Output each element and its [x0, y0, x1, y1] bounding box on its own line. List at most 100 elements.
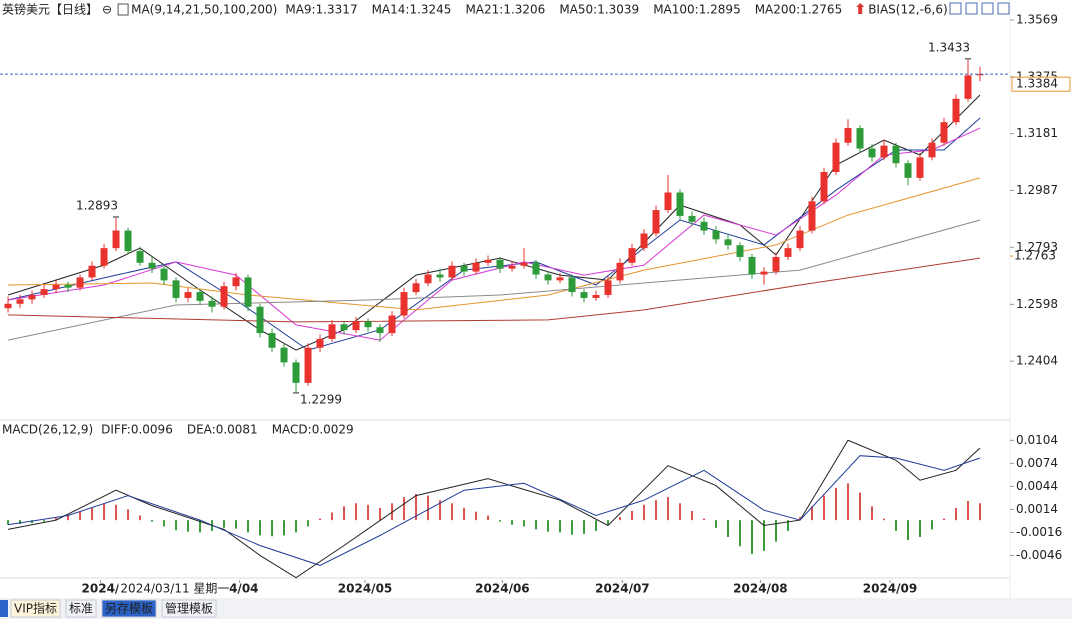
tab-label[interactable]: 管理模板 [165, 601, 213, 616]
tab-label[interactable]: VIP指标 [14, 601, 57, 616]
macd-bar [247, 520, 250, 533]
legend-entry: MA21:1.3206 [465, 3, 545, 17]
y-tick-label: 0.0104 [1016, 433, 1058, 447]
y-tick-label: 1.3181 [1016, 126, 1058, 140]
candle-body [832, 142, 840, 172]
icon[interactable] [965, 2, 978, 15]
period: 【日线】 [50, 3, 98, 17]
candle-body [220, 286, 228, 307]
candle-body [304, 347, 312, 383]
macd-bar [7, 520, 10, 525]
macd-bar [223, 520, 226, 528]
candle-body [892, 145, 900, 164]
candle-body [712, 230, 720, 240]
macd-bar [55, 517, 58, 521]
toolbar-tab[interactable]: 标准 [65, 599, 97, 618]
y-tick-label: 1.3569 [1016, 13, 1058, 27]
candle-body [964, 75, 972, 99]
candle-body [184, 292, 192, 298]
window-icons[interactable] [949, 2, 1010, 15]
candle-body [388, 315, 396, 334]
candle-body [88, 265, 96, 278]
y-tick-label: 0.0074 [1016, 456, 1058, 470]
x-tick-label: 2024/09 [863, 582, 917, 596]
candle-body [64, 284, 72, 288]
candle-body [976, 74, 984, 76]
ma-line [7, 94, 981, 351]
macd-bar [307, 520, 310, 527]
candle-body [520, 262, 528, 266]
toggle: ⊖ [102, 3, 112, 17]
icon[interactable] [949, 2, 962, 15]
toolbar-handle[interactable] [0, 600, 8, 617]
candle-body [868, 148, 876, 158]
indicator-title: MA(9,14,21,50,100,200) [131, 3, 277, 17]
macd-bar [907, 520, 910, 541]
tab-bg[interactable] [10, 599, 61, 618]
legend-entry: MA200:1.2765 [755, 3, 843, 17]
candle-body [664, 192, 672, 211]
legend-entry: DEA:0.0081 [187, 423, 258, 437]
candle-body [736, 245, 744, 257]
candle-body [364, 321, 372, 328]
macd-bar [43, 520, 46, 522]
macd-bar [379, 507, 382, 521]
candle-body [424, 274, 432, 284]
x-tick-label: 2024/ [82, 582, 120, 596]
tab-bg[interactable] [161, 599, 217, 618]
legend-entry: DIFF:0.0096 [101, 423, 173, 437]
candle-body [412, 283, 420, 293]
candle-body [28, 295, 36, 300]
macd-bar [679, 503, 682, 521]
macd-bar [871, 506, 874, 521]
ma-line [7, 219, 981, 341]
candle-body [880, 145, 888, 158]
macd-bar [703, 518, 706, 521]
macd-bar [559, 520, 562, 533]
toolbar-tab[interactable]: VIP指标 [10, 599, 61, 618]
candle-body [784, 248, 792, 257]
macd-bar [763, 520, 766, 551]
candle-body [544, 274, 552, 281]
candle-body [760, 271, 768, 275]
candle-body [208, 300, 216, 307]
tab-label[interactable]: 标准 [69, 602, 93, 616]
macd-bar [595, 520, 598, 531]
macd-bar [415, 494, 418, 521]
macd-bar [175, 520, 178, 531]
macd-bar [979, 503, 982, 521]
macd-bar [511, 520, 514, 525]
macd-bar [727, 520, 730, 538]
candle-body [700, 221, 708, 231]
macd-bar [283, 520, 286, 536]
macd-bar [859, 492, 862, 521]
macd-bar [439, 500, 442, 521]
macd-bar [655, 500, 658, 521]
candle-body [844, 128, 852, 143]
last-price-label: 1.3384 [1016, 77, 1058, 91]
macd-bar [823, 495, 826, 521]
macd-bar [499, 520, 502, 522]
tab-bg[interactable] [101, 599, 157, 618]
macd-bar [367, 504, 370, 521]
macd-bar [259, 520, 262, 536]
candle-body [496, 259, 504, 269]
candle-body [172, 280, 180, 298]
toolbar-tab[interactable]: 管理模板 [161, 599, 217, 618]
x-tick-label: 2024/08 [733, 582, 787, 596]
tab-label[interactable]: 另存模板 [105, 602, 153, 616]
macd-bar [607, 520, 610, 525]
macd-bar [919, 520, 922, 538]
candle-body [256, 306, 264, 334]
icon[interactable] [981, 2, 994, 15]
candle-body [148, 262, 156, 269]
tab-bg[interactable] [65, 599, 97, 618]
candle-body [376, 327, 384, 334]
icon[interactable] [997, 2, 1010, 15]
toolbar-tab[interactable]: 另存模板 [101, 599, 157, 618]
macd-bar [163, 520, 166, 527]
candle-body [628, 248, 636, 263]
cursor-date-box [118, 581, 229, 597]
candle-body [16, 299, 24, 304]
x-tick-label: 24/04 [221, 582, 259, 596]
